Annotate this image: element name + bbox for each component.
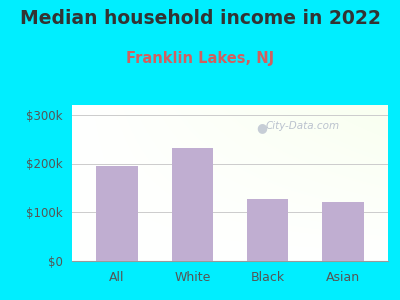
Text: Franklin Lakes, NJ: Franklin Lakes, NJ — [126, 51, 274, 66]
Bar — [247, 199, 288, 261]
Text: Median household income in 2022: Median household income in 2022 — [20, 9, 380, 28]
Bar — [172, 148, 213, 261]
Text: City-Data.com: City-Data.com — [266, 121, 340, 130]
Bar — [322, 202, 364, 261]
Text: ●: ● — [256, 121, 267, 134]
Bar — [96, 166, 138, 261]
